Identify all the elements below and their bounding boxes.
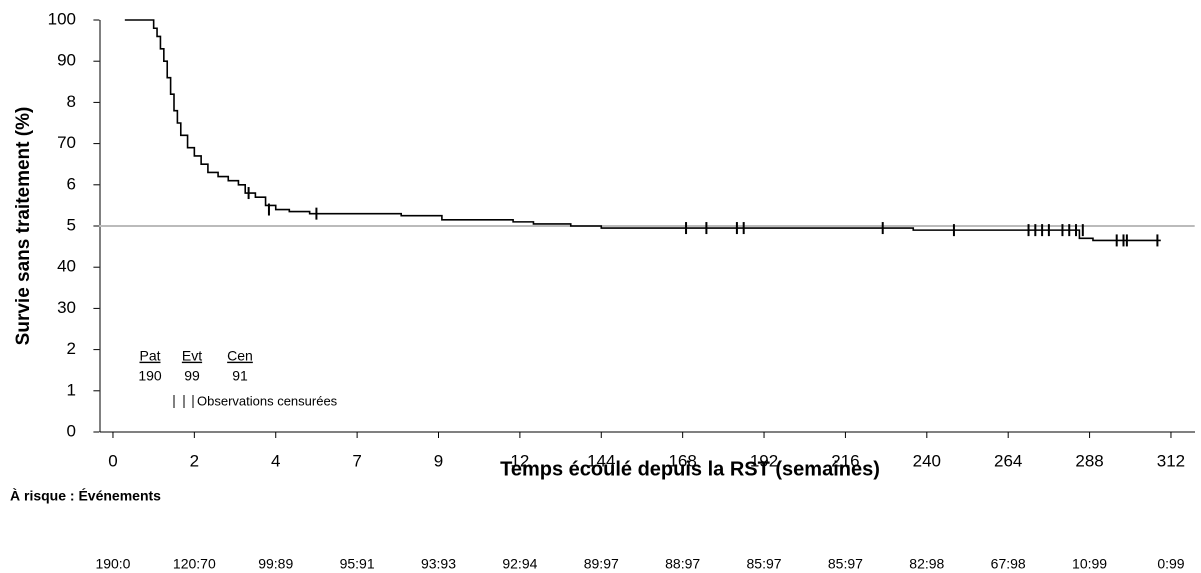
x-axis-label: Temps écoulé depuis la RST (semaines) xyxy=(500,458,880,480)
at-risk-value: 190:0 xyxy=(95,556,130,572)
x-tick-label: 312 xyxy=(1157,451,1185,470)
x-tick-label: 168 xyxy=(668,451,696,470)
summary-header: Pat xyxy=(139,348,160,364)
y-tick-label: 1 xyxy=(67,380,76,399)
at-risk-value: 10:99 xyxy=(1072,556,1107,572)
x-tick-label: 192 xyxy=(750,451,778,470)
y-tick-label: 5 xyxy=(67,215,76,234)
y-tick-label: 8 xyxy=(67,92,76,111)
summary-header: Evt xyxy=(182,348,202,364)
at-risk-value: 95:91 xyxy=(340,556,375,572)
survival-curve xyxy=(124,19,1161,242)
at-risk-value: 92:94 xyxy=(502,556,537,572)
summary-value: 99 xyxy=(184,368,200,384)
y-tick-label: 100 xyxy=(48,9,76,28)
x-tick-label: 2 xyxy=(190,451,199,470)
x-tick-label: 9 xyxy=(434,451,443,470)
x-tick-label: 0 xyxy=(108,451,117,470)
at-risk-value: 93:93 xyxy=(421,556,456,572)
at-risk-value: 67:98 xyxy=(991,556,1026,572)
at-risk-value: 88:97 xyxy=(665,556,700,572)
at-risk-value: 120:70 xyxy=(173,556,216,572)
censor-legend: Observations censurées xyxy=(197,393,338,408)
y-tick-label: 6 xyxy=(67,174,76,193)
summary-value: 91 xyxy=(232,368,248,384)
at-risk-value: 89:97 xyxy=(584,556,619,572)
y-tick-label: 30 xyxy=(57,298,76,317)
x-tick-label: 144 xyxy=(587,451,615,470)
at-risk-value: 85:97 xyxy=(828,556,863,572)
summary-header: Cen xyxy=(227,348,253,364)
at-risk-value: 99:89 xyxy=(258,556,293,572)
x-tick-label: 288 xyxy=(1075,451,1103,470)
at-risk-value: 85:97 xyxy=(747,556,782,572)
summary-value: 190 xyxy=(138,368,162,384)
censor-legend-marks xyxy=(173,395,194,408)
at-risk-title: À risque : Événements xyxy=(10,488,161,504)
x-tick-label: 4 xyxy=(271,451,280,470)
y-tick-label: 0 xyxy=(67,421,76,440)
x-tick-label: 240 xyxy=(913,451,941,470)
y-tick-label: 40 xyxy=(57,257,76,276)
y-axis-label: Survie sans traitement (%) xyxy=(13,107,34,346)
x-tick-label: 216 xyxy=(831,451,859,470)
x-tick-label: 7 xyxy=(352,451,361,470)
at-risk-value: 0:99 xyxy=(1157,556,1184,572)
y-tick-label: 90 xyxy=(57,51,76,70)
x-tick-label: 12 xyxy=(510,451,529,470)
at-risk-value: 82:98 xyxy=(909,556,944,572)
y-tick-label: 70 xyxy=(57,133,76,152)
y-tick-label: 2 xyxy=(67,339,76,358)
x-tick-label: 264 xyxy=(994,451,1022,470)
